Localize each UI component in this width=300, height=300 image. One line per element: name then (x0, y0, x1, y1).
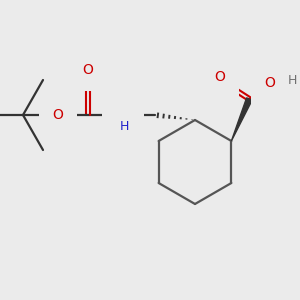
Text: O: O (82, 63, 93, 77)
Text: O: O (52, 108, 63, 122)
Text: O: O (265, 76, 275, 90)
Text: O: O (214, 70, 225, 84)
Text: N: N (117, 107, 129, 122)
Text: H: H (119, 121, 129, 134)
Text: H: H (287, 74, 297, 88)
Polygon shape (231, 98, 252, 141)
